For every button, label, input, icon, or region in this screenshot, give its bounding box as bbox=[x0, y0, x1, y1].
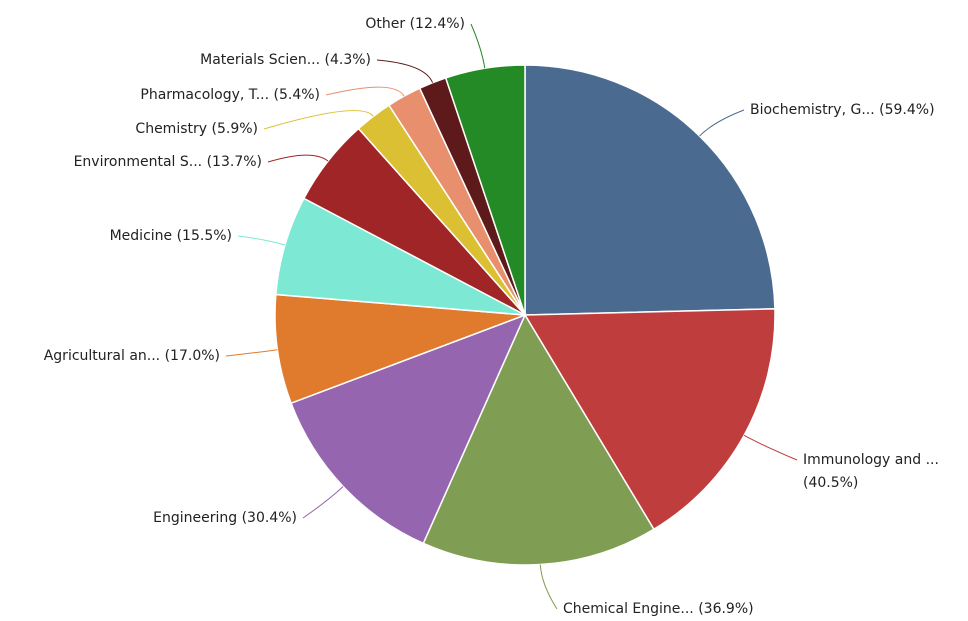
pie-slice bbox=[422, 313, 655, 566]
leader-line bbox=[699, 109, 745, 137]
slice-category: Pharmacology, T... bbox=[140, 87, 269, 103]
slice-category: Environmental S... bbox=[74, 154, 203, 170]
leader-line bbox=[302, 486, 344, 519]
leader-line bbox=[539, 564, 558, 610]
slice-label: Engineering (30.4%) bbox=[153, 510, 297, 526]
slice-category: Other bbox=[365, 16, 405, 32]
leader-line bbox=[743, 434, 798, 461]
slice-value-label: (15.5%) bbox=[177, 228, 232, 244]
slice-label: Environmental S... (13.7%) bbox=[74, 154, 262, 170]
slice-category: Chemistry bbox=[135, 121, 207, 137]
slice-label: Agricultural an... (17.0%) bbox=[44, 348, 220, 364]
slice-label: Chemistry (5.9%) bbox=[135, 121, 258, 137]
slice-value-label: (59.4%) bbox=[879, 102, 934, 118]
slice-category: Medicine bbox=[110, 228, 173, 244]
leader-line bbox=[267, 154, 329, 163]
slice-category: Biochemistry, G... bbox=[750, 102, 875, 118]
slice-label: Immunology and ... bbox=[803, 452, 939, 468]
leader-line bbox=[376, 59, 434, 83]
slice-label: Other (12.4%) bbox=[365, 16, 465, 32]
slice-category: Engineering bbox=[153, 510, 237, 526]
slice-value-label: (40.5%) bbox=[803, 475, 858, 491]
slice-value-label: (17.0%) bbox=[165, 348, 220, 364]
slice-label: Materials Scien... (4.3%) bbox=[200, 52, 371, 68]
pie-slice bbox=[524, 64, 776, 316]
leader-line bbox=[263, 110, 374, 130]
slice-value-label: (4.3%) bbox=[325, 52, 372, 68]
slice-category: Agricultural an... bbox=[44, 348, 160, 364]
slice-label: Biochemistry, G... (59.4%) bbox=[750, 102, 935, 118]
slice-category: Materials Scien... bbox=[200, 52, 320, 68]
leader-line bbox=[225, 349, 278, 357]
slice-value-label: (36.9%) bbox=[698, 601, 753, 617]
leader-line bbox=[470, 23, 486, 69]
slice-label: Pharmacology, T... (5.4%) bbox=[140, 87, 320, 103]
pie-slice bbox=[444, 64, 526, 316]
pie-slice bbox=[274, 293, 526, 405]
pie-slice bbox=[523, 308, 776, 531]
leader-line bbox=[325, 86, 405, 97]
slice-category: Chemical Engine... bbox=[563, 601, 694, 617]
slice-value-label: (12.4%) bbox=[410, 16, 465, 32]
slice-value-label: (30.4%) bbox=[242, 510, 297, 526]
slice-value-label: (13.7%) bbox=[207, 154, 262, 170]
slice-value-label: (5.4%) bbox=[274, 87, 321, 103]
slice-value-label: (5.9%) bbox=[212, 121, 259, 137]
slice-label: Chemical Engine... (36.9%) bbox=[563, 601, 754, 617]
slice-label: Medicine (15.5%) bbox=[110, 228, 232, 244]
leader-line bbox=[237, 235, 286, 246]
